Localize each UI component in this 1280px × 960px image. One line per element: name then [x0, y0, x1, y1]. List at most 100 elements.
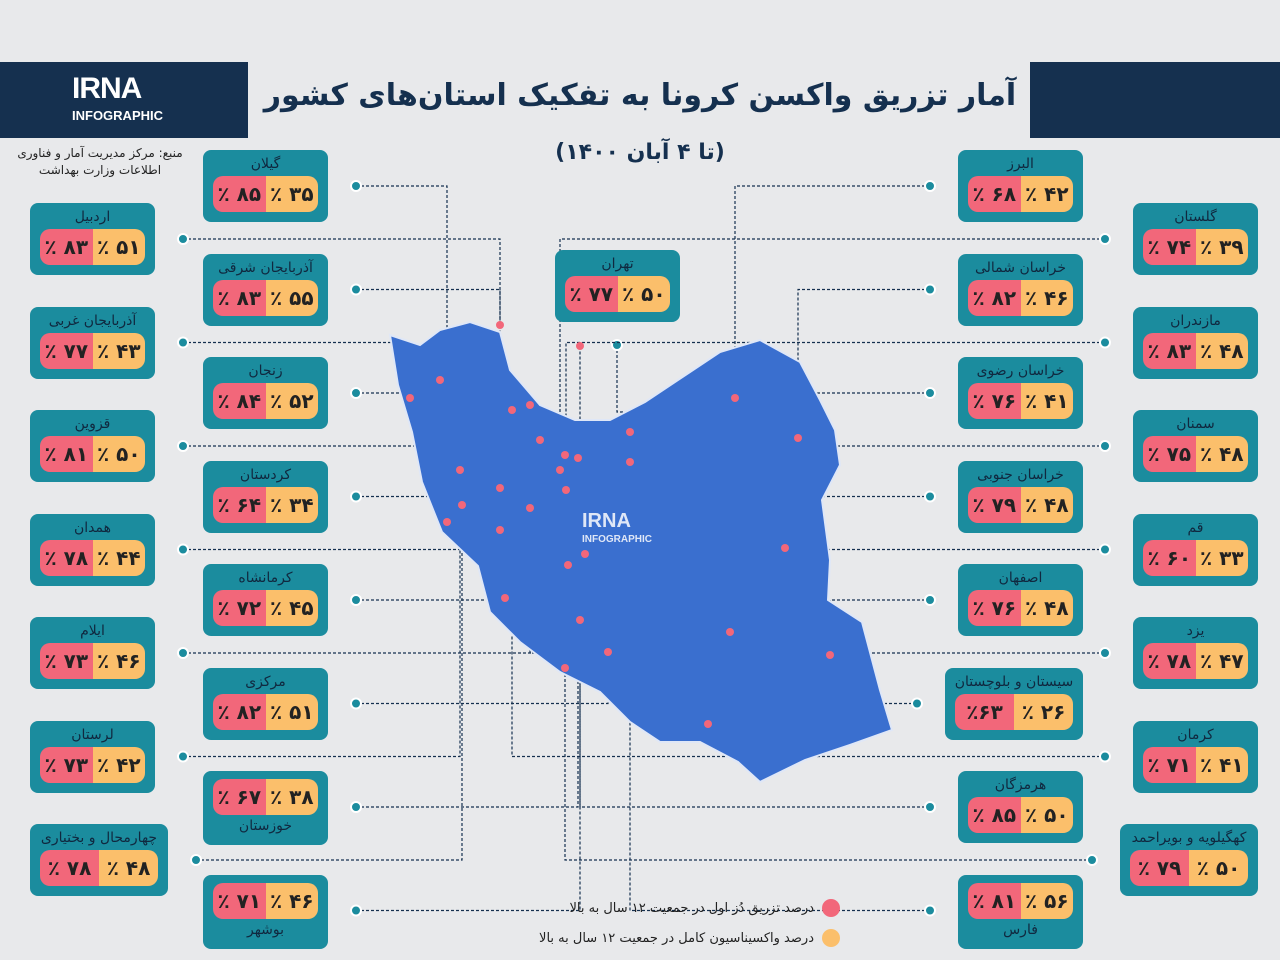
province-name: خراسان رضوی — [976, 363, 1065, 379]
province-dot — [526, 504, 534, 512]
value-pill: ٪ ۸۵ ٪ ۳۵ — [213, 176, 318, 212]
full-vaccination-value: ٪ ۳۳ — [1195, 539, 1248, 576]
connector-end — [350, 283, 362, 296]
connector-end — [350, 697, 362, 710]
province-name: کردستان — [239, 466, 292, 483]
province-name: خراسان جنوبی — [977, 466, 1064, 483]
full-vaccination-value: ٪ ۴۶ — [92, 643, 145, 679]
full-vaccination-value: ٪ ۴۶ — [1020, 279, 1073, 316]
first-dose-value: ٪ ۷۸ — [1143, 643, 1196, 679]
connector-line — [559, 238, 1105, 470]
province-dot — [574, 454, 582, 462]
first-dose-value: ٪۶۳ — [955, 693, 1014, 730]
province-card: چهارمحال و بختیاری ٪ ۷۸ ٪ ۴۸ — [30, 824, 168, 896]
value-pill: ٪ ۷۲ ٪ ۴۵ — [213, 590, 318, 626]
first-dose-value: ٪ ۸۱ — [40, 436, 93, 472]
full-vaccination-value: ٪ ۵۰ — [617, 276, 670, 312]
full-vaccination-value: ٪ ۴۲ — [92, 746, 145, 783]
connector-end — [611, 339, 623, 351]
connector-end — [924, 904, 936, 917]
province-dot — [581, 550, 589, 558]
province-dot — [826, 651, 834, 659]
first-dose-value: ٪ ۸۲ — [968, 279, 1021, 316]
first-dose-value: ٪ ۷۶ — [968, 383, 1021, 419]
orange-dot-icon — [822, 929, 840, 947]
province-card: ٪ ۷۱ ٪ ۴۶ بوشهر — [203, 874, 328, 949]
province-card: اصفهان ٪ ۷۶ ٪ ۴۸ — [958, 564, 1083, 636]
connector-end — [350, 904, 362, 917]
province-dot — [496, 321, 504, 329]
first-dose-value: ٪ ۷۹ — [1130, 850, 1189, 886]
full-vaccination-value: ٪ ۴۸ — [1020, 590, 1073, 626]
province-card: کهگیلویه و بویراحمد ٪ ۷۹ ٪ ۵۰ — [1120, 824, 1258, 896]
province-card: سمنان ٪ ۷۵ ٪ ۴۸ — [1133, 410, 1258, 482]
province-card: خراسان رضوی ٪ ۷۶ ٪ ۴۱ — [958, 357, 1083, 429]
connector-end — [177, 440, 189, 452]
province-name: گیلان — [250, 156, 281, 172]
connector-end — [924, 283, 936, 296]
province-card: البرز ٪ ۶۸ ٪ ۴۲ — [958, 150, 1083, 222]
value-pill: ٪ ۷۷ ٪ ۵۰ — [565, 276, 670, 312]
province-name: لرستان — [71, 726, 114, 743]
connector-end — [177, 543, 189, 556]
province-dot — [794, 434, 802, 442]
first-dose-value: ٪ ۷۲ — [213, 590, 266, 626]
connector-end — [1099, 543, 1111, 556]
value-pill: ٪ ۸۵ ٪ ۵۰ — [968, 797, 1073, 833]
province-name: همدان — [74, 519, 111, 536]
value-pill: ٪ ۷۸ ٪ ۴۷ — [1143, 643, 1248, 679]
province-card: قزوین ٪ ۸۱ ٪ ۵۰ — [30, 410, 155, 482]
full-vaccination-value: ٪ ۵۶ — [1020, 882, 1073, 919]
value-pill: ٪ ۸۳ ٪ ۴۸ — [1143, 332, 1248, 369]
province-card: گیلان ٪ ۸۵ ٪ ۳۵ — [203, 150, 328, 222]
full-vaccination-value: ٪ ۵۰ — [92, 436, 145, 472]
value-pill: ٪ ۷۶ ٪ ۴۸ — [968, 590, 1073, 626]
first-dose-value: ٪ ۸۵ — [213, 176, 266, 212]
value-pill: ٪ ۷۸ ٪ ۴۴ — [40, 539, 145, 576]
connector-end — [350, 387, 362, 399]
value-pill: ٪ ۶۸ ٪ ۴۲ — [968, 176, 1073, 212]
province-card: آذربایجان غربی ٪ ۷۷ ٪ ۴۳ — [30, 306, 155, 379]
first-dose-value: ٪ ۸۴ — [213, 383, 266, 419]
province-name: آذربایجان شرقی — [218, 259, 313, 276]
legend: درصد تزریق دُز اول در جمعیت ۱۲ سال به با… — [440, 893, 840, 953]
first-dose-value: ٪ ۸۳ — [40, 229, 93, 265]
province-card: همدان ٪ ۷۸ ٪ ۴۴ — [30, 513, 155, 586]
province-card: تهران ٪ ۷۷ ٪ ۵۰ — [555, 250, 680, 322]
source-line: منبع: مرکز مدیریت آمار و فناوری — [17, 146, 183, 160]
connector-end — [350, 594, 362, 606]
connector-end — [177, 233, 189, 245]
connector-end — [1099, 647, 1111, 659]
connector-end — [924, 801, 936, 813]
first-dose-value: ٪ ۸۲ — [213, 693, 266, 730]
logo-main: IRNA — [72, 72, 142, 105]
province-dot — [564, 561, 572, 569]
full-vaccination-value: ٪ ۴۵ — [265, 590, 318, 626]
province-dot — [726, 628, 734, 636]
province-dot — [458, 501, 466, 509]
first-dose-value: ٪ ۷۳ — [40, 746, 93, 783]
full-vaccination-value: ٪ ۵۱ — [265, 693, 318, 730]
first-dose-value: ٪ ۷۴ — [1143, 229, 1196, 265]
value-pill: ٪ ۷۵ ٪ ۴۸ — [1143, 436, 1248, 472]
connector-line — [579, 620, 930, 808]
province-name: یزد — [1186, 623, 1205, 639]
province-card: سیستان و بلوچستان ٪۶۳ ٪ ۲۶ — [945, 667, 1083, 740]
full-vaccination-value: ٪ ۴۳ — [92, 332, 145, 369]
province-dot — [501, 594, 509, 602]
province-name: تهران — [601, 256, 634, 272]
first-dose-value: ٪ ۸۱ — [968, 882, 1021, 919]
irna-logo: IRNA INFOGRAPHIC — [0, 62, 248, 138]
province-name: قزوین — [74, 416, 111, 432]
connector-line — [196, 505, 463, 861]
province-card: زنجان ٪ ۸۴ ٪ ۵۲ — [203, 357, 328, 429]
province-name: اردبیل — [74, 209, 111, 225]
province-dot — [626, 428, 634, 436]
province-name: سمنان — [1176, 416, 1215, 432]
province-card: خراسان شمالی ٪ ۸۲ ٪ ۴۶ — [958, 253, 1083, 326]
province-card: ٪ ۸۱ ٪ ۵۶ فارس — [958, 874, 1083, 949]
province-name: آذربایجان غربی — [48, 312, 137, 329]
connector-line — [511, 410, 1105, 758]
connector-line — [356, 288, 501, 530]
